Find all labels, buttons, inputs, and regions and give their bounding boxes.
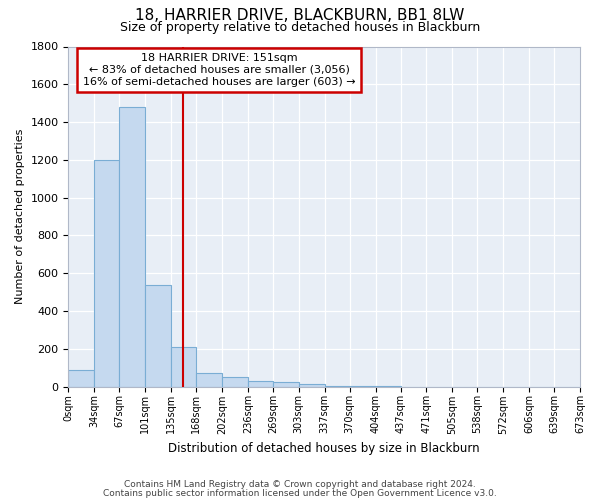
Bar: [145, 284, 171, 386]
Bar: [68, 370, 94, 386]
Bar: [171, 347, 196, 387]
Text: Contains public sector information licensed under the Open Government Licence v3: Contains public sector information licen…: [103, 488, 497, 498]
Bar: [248, 381, 273, 386]
Bar: [94, 160, 119, 386]
Bar: [119, 107, 145, 386]
X-axis label: Distribution of detached houses by size in Blackburn: Distribution of detached houses by size …: [169, 442, 480, 455]
Y-axis label: Number of detached properties: Number of detached properties: [15, 129, 25, 304]
Text: Contains HM Land Registry data © Crown copyright and database right 2024.: Contains HM Land Registry data © Crown c…: [124, 480, 476, 489]
Bar: [222, 377, 248, 386]
Bar: [299, 384, 325, 386]
Bar: [273, 382, 299, 386]
Text: Size of property relative to detached houses in Blackburn: Size of property relative to detached ho…: [120, 21, 480, 34]
Text: 18 HARRIER DRIVE: 151sqm
← 83% of detached houses are smaller (3,056)
16% of sem: 18 HARRIER DRIVE: 151sqm ← 83% of detach…: [83, 54, 356, 86]
Text: 18, HARRIER DRIVE, BLACKBURN, BB1 8LW: 18, HARRIER DRIVE, BLACKBURN, BB1 8LW: [136, 8, 464, 22]
Bar: [196, 374, 222, 386]
